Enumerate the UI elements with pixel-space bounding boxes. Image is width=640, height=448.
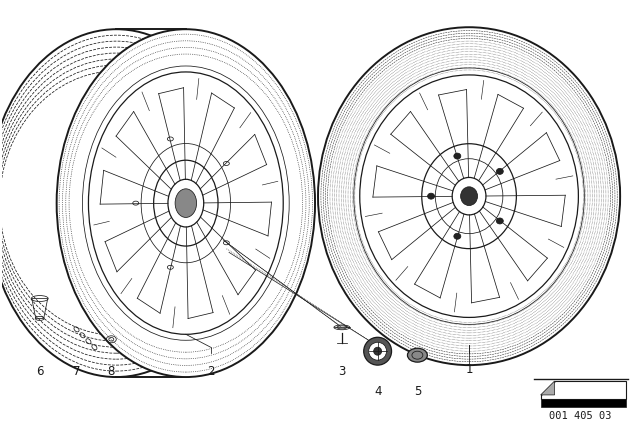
Ellipse shape — [428, 193, 435, 199]
Text: 6: 6 — [36, 365, 44, 378]
Ellipse shape — [88, 72, 284, 334]
Ellipse shape — [454, 233, 461, 239]
Ellipse shape — [408, 348, 428, 362]
Text: 3: 3 — [338, 365, 346, 378]
Circle shape — [374, 347, 381, 355]
Text: 4: 4 — [374, 385, 381, 398]
Text: 7: 7 — [73, 365, 80, 378]
Polygon shape — [541, 381, 554, 395]
Ellipse shape — [57, 29, 315, 377]
Ellipse shape — [497, 218, 503, 224]
Ellipse shape — [318, 27, 620, 365]
Ellipse shape — [175, 189, 196, 217]
Ellipse shape — [454, 153, 461, 159]
Text: 2: 2 — [207, 365, 214, 378]
Polygon shape — [541, 381, 626, 399]
Circle shape — [364, 337, 392, 365]
Text: 001 405 03: 001 405 03 — [549, 411, 612, 421]
Polygon shape — [541, 399, 626, 407]
Ellipse shape — [461, 187, 477, 206]
Circle shape — [369, 342, 387, 360]
Ellipse shape — [497, 168, 503, 174]
Ellipse shape — [360, 75, 579, 318]
Text: 8: 8 — [108, 365, 115, 378]
Text: 1: 1 — [465, 363, 473, 376]
Text: 5: 5 — [413, 385, 421, 398]
